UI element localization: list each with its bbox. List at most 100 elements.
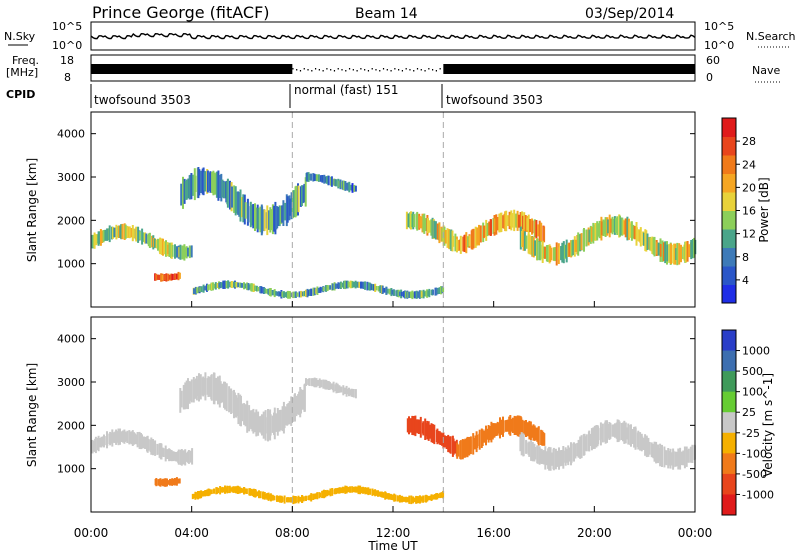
echo-cell [412,496,415,504]
echo-cell [656,242,659,255]
echo-cell [548,446,551,471]
echo-cell [380,491,383,498]
echo-cell [452,438,455,455]
echo-cell [335,283,338,289]
x-tick-label: 04:00 [174,526,209,540]
echo-cell [639,227,642,247]
echo-cell [206,489,209,497]
echo-cell [234,281,237,288]
echo-cell [293,496,296,504]
echo-cell [546,245,549,262]
echo-cell [511,417,514,433]
echo-cell [164,445,167,462]
echo-cell [188,381,191,404]
echo-cell [562,446,565,469]
echo-cell [131,225,134,242]
echo-cell [362,487,365,494]
echo-cell [693,237,696,258]
echo-cell [560,246,563,261]
echo-cell [425,494,428,503]
echo-cell [200,490,203,499]
echo-cell [481,429,484,446]
echo-cell [449,436,452,454]
freq-dot [405,68,407,70]
echo-cell [506,419,509,432]
echo-cell [536,445,539,464]
echo-cell [247,283,250,291]
echo-cell [536,238,539,261]
echo-cell [601,423,604,443]
echo-cell [444,230,447,244]
colorbar-swatch [722,473,736,495]
echo-cell [329,488,332,497]
echo-cell [255,409,258,437]
colorbar-swatch [722,118,736,137]
echo-cell [466,436,469,458]
echo-cell [350,388,353,397]
echo-cell [483,430,486,443]
echo-cell [133,228,136,239]
echo-cell [343,280,345,289]
echo-cell [182,176,184,209]
echo-cell [302,496,305,502]
echo-cell [308,495,311,501]
echo-cell [622,422,624,442]
echo-cell [377,286,380,292]
echo-cell [303,290,306,297]
freq-dot [424,70,426,72]
echo-cell [677,449,680,468]
echo-cell [437,493,440,499]
echo-cell [191,493,194,500]
echo-cell [537,426,540,446]
echo-cell [526,422,529,437]
nsky-tick-top: 10^5 [52,20,82,33]
echo-cell [436,428,439,445]
echo-cell [198,490,201,499]
echo-cell [583,228,585,252]
echo-cell [417,291,419,298]
echo-cell [386,288,389,294]
echo-cell [337,282,340,289]
x-tick-label: 08:00 [275,526,310,540]
echo-cell [644,434,647,456]
echo-cell [165,273,168,282]
echo-cell [206,170,209,193]
freq-dot [360,68,362,70]
echo-cell [544,446,547,470]
freq-block-2 [443,64,695,74]
echo-cell [462,236,465,252]
freq-dot [322,70,324,72]
echo-cell [254,203,256,231]
echo-cell [568,242,571,257]
freq-dot [318,69,320,71]
freq-dot [292,68,294,70]
echo-cell [653,441,656,462]
echo-cell [344,280,347,290]
echo-cell [276,496,279,502]
echo-cell [237,486,240,494]
velocity-axes: 1000 2000 3000 4000 [57,333,696,512]
echo-cell [608,214,611,238]
echo-cell [624,422,627,444]
echo-cell [417,496,420,504]
freq-block-1 [91,64,293,74]
echo-cell [211,171,214,194]
cpid-panel: CPID twofsound 3503 normal (fast) 151 tw… [6,83,543,108]
echo-cell [179,244,182,260]
echo-cell [383,287,386,293]
echo-cell [164,478,167,487]
echo-cell [454,441,457,454]
echo-cell [492,218,495,234]
echo-cell [691,239,694,259]
echo-cell [320,379,323,388]
echo-cell [115,429,118,445]
echo-cell [434,221,437,240]
echo-cell [126,430,129,443]
echo-cell [337,178,340,189]
echo-cell [542,450,545,465]
echo-cell [305,289,307,297]
echo-cell [348,181,351,193]
echo-cell [325,285,328,292]
echo-cell [95,234,98,246]
echo-cell [375,286,378,291]
